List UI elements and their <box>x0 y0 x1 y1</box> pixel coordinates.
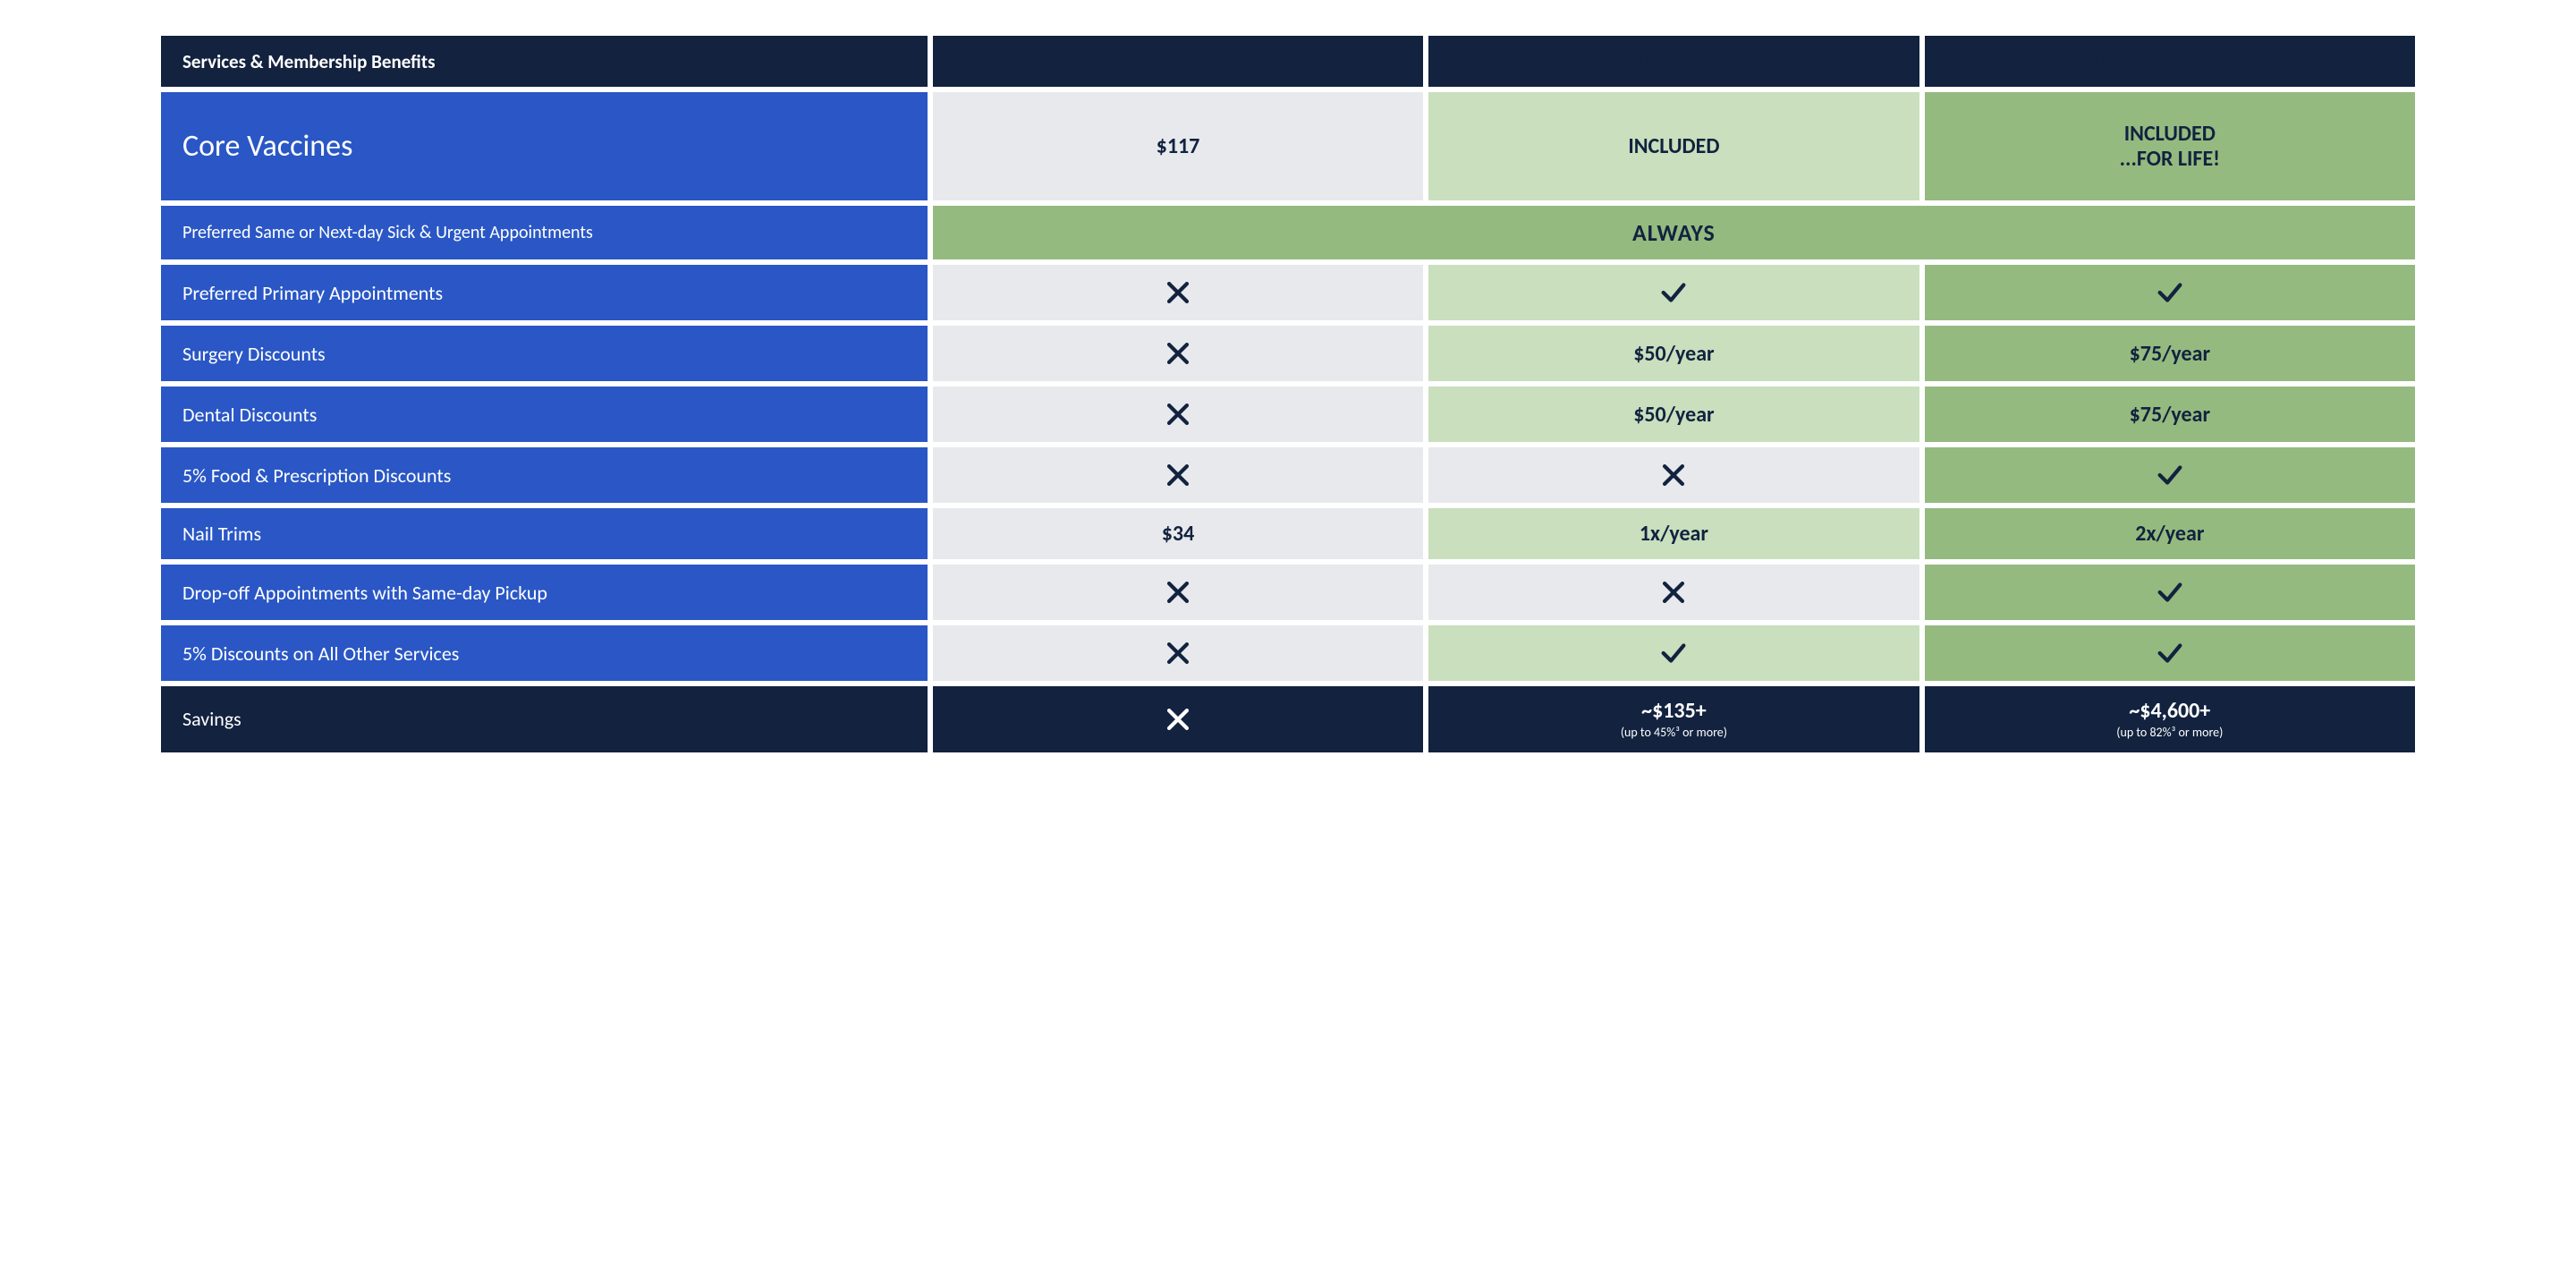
x-icon <box>1163 277 1193 308</box>
other5-annual <box>1428 625 1919 681</box>
core-vaccines-individual: $117 <box>933 92 1423 200</box>
surgery-lifetime: $75/year <box>1925 326 2415 381</box>
surgery-annual: $50/year <box>1428 326 1919 381</box>
check-icon <box>1658 638 1689 668</box>
core-vaccines-lifetime-l2: ...FOR LIFE! <box>2120 147 2220 172</box>
header-label: Services & Membership Benefits <box>161 36 928 87</box>
foodrx-lifetime <box>1925 447 2415 503</box>
foodrx-individual <box>933 447 1423 503</box>
check-icon <box>2155 577 2185 608</box>
core-vaccines-lifetime-l1: INCLUDED <box>2124 122 2216 147</box>
savings-lifetime: ~$4,600+ (up to 82%³ or more) <box>1925 686 2415 752</box>
x-icon <box>1163 399 1193 429</box>
foodrx-annual <box>1428 447 1919 503</box>
row-other5: 5% Discounts on All Other Services <box>161 625 2415 681</box>
dental-lifetime: $75/year <box>1925 387 2415 442</box>
foodrx-label: 5% Food & Prescription Discounts <box>161 447 928 503</box>
x-icon <box>1163 638 1193 668</box>
benefits-table: Services & Membership Benefits Individua… <box>161 36 2415 752</box>
dental-annual: $50/year <box>1428 387 1919 442</box>
check-icon <box>2155 460 2185 490</box>
row-nails: Nail Trims $34 1x/year 2x/year <box>161 508 2415 559</box>
nails-lifetime: 2x/year <box>1925 508 2415 559</box>
dropoff-annual <box>1428 565 1919 620</box>
core-vaccines-annual: INCLUDED <box>1428 92 1919 200</box>
surgery-label: Surgery Discounts <box>161 326 928 381</box>
header-col-individual: Individual Appointment <box>933 36 1423 87</box>
row-surgery: Surgery Discounts $50/year $75/year <box>161 326 2415 381</box>
savings-label: Savings <box>161 686 928 752</box>
dental-label: Dental Discounts <box>161 387 928 442</box>
nails-label: Nail Trims <box>161 508 928 559</box>
x-icon <box>1163 460 1193 490</box>
x-icon <box>1658 460 1689 490</box>
x-icon <box>1163 577 1193 608</box>
check-icon <box>2155 638 2185 668</box>
other5-label: 5% Discounts on All Other Services <box>161 625 928 681</box>
row-core-vaccines: Core Vaccines $117 INCLUDED INCLUDED ...… <box>161 92 2415 200</box>
x-icon <box>1163 704 1193 735</box>
savings-annual: ~$135+ (up to 45%³ or more) <box>1428 686 1919 752</box>
header-col-lifetime: Lifetime Member <box>1925 36 2415 87</box>
dental-individual <box>933 387 1423 442</box>
core-vaccines-label: Core Vaccines <box>161 92 928 200</box>
check-icon <box>2155 277 2185 308</box>
urgent-value: ALWAYS <box>933 206 2415 259</box>
x-icon <box>1658 577 1689 608</box>
x-icon <box>1163 338 1193 369</box>
row-primary: Preferred Primary Appointments <box>161 265 2415 320</box>
dropoff-lifetime <box>1925 565 2415 620</box>
surgery-individual <box>933 326 1423 381</box>
urgent-label: Preferred Same or Next-day Sick & Urgent… <box>161 206 928 259</box>
row-dropoff: Drop-off Appointments with Same-day Pick… <box>161 565 2415 620</box>
nails-annual: 1x/year <box>1428 508 1919 559</box>
row-foodrx: 5% Food & Prescription Discounts <box>161 447 2415 503</box>
row-savings: Savings ~$135+ (up to 45%³ or more) ~$4,… <box>161 686 2415 752</box>
dropoff-individual <box>933 565 1423 620</box>
primary-individual <box>933 265 1423 320</box>
header-col-annual: Annual Member <box>1428 36 1919 87</box>
savings-annual-sub: (up to 45%³ or more) <box>1621 726 1727 740</box>
other5-individual <box>933 625 1423 681</box>
primary-label: Preferred Primary Appointments <box>161 265 928 320</box>
other5-lifetime <box>1925 625 2415 681</box>
savings-lifetime-sub: (up to 82%³ or more) <box>2116 726 2223 740</box>
table-header-row: Services & Membership Benefits Individua… <box>161 36 2415 87</box>
primary-lifetime <box>1925 265 2415 320</box>
row-urgent: Preferred Same or Next-day Sick & Urgent… <box>161 206 2415 259</box>
check-icon <box>1658 277 1689 308</box>
row-dental: Dental Discounts $50/year $75/year <box>161 387 2415 442</box>
primary-annual <box>1428 265 1919 320</box>
savings-individual <box>933 686 1423 752</box>
savings-lifetime-main: ~$4,600+ <box>2129 699 2210 724</box>
dropoff-label: Drop-off Appointments with Same-day Pick… <box>161 565 928 620</box>
nails-individual: $34 <box>933 508 1423 559</box>
savings-annual-main: ~$135+ <box>1641 699 1707 724</box>
core-vaccines-lifetime: INCLUDED ...FOR LIFE! <box>1925 92 2415 200</box>
